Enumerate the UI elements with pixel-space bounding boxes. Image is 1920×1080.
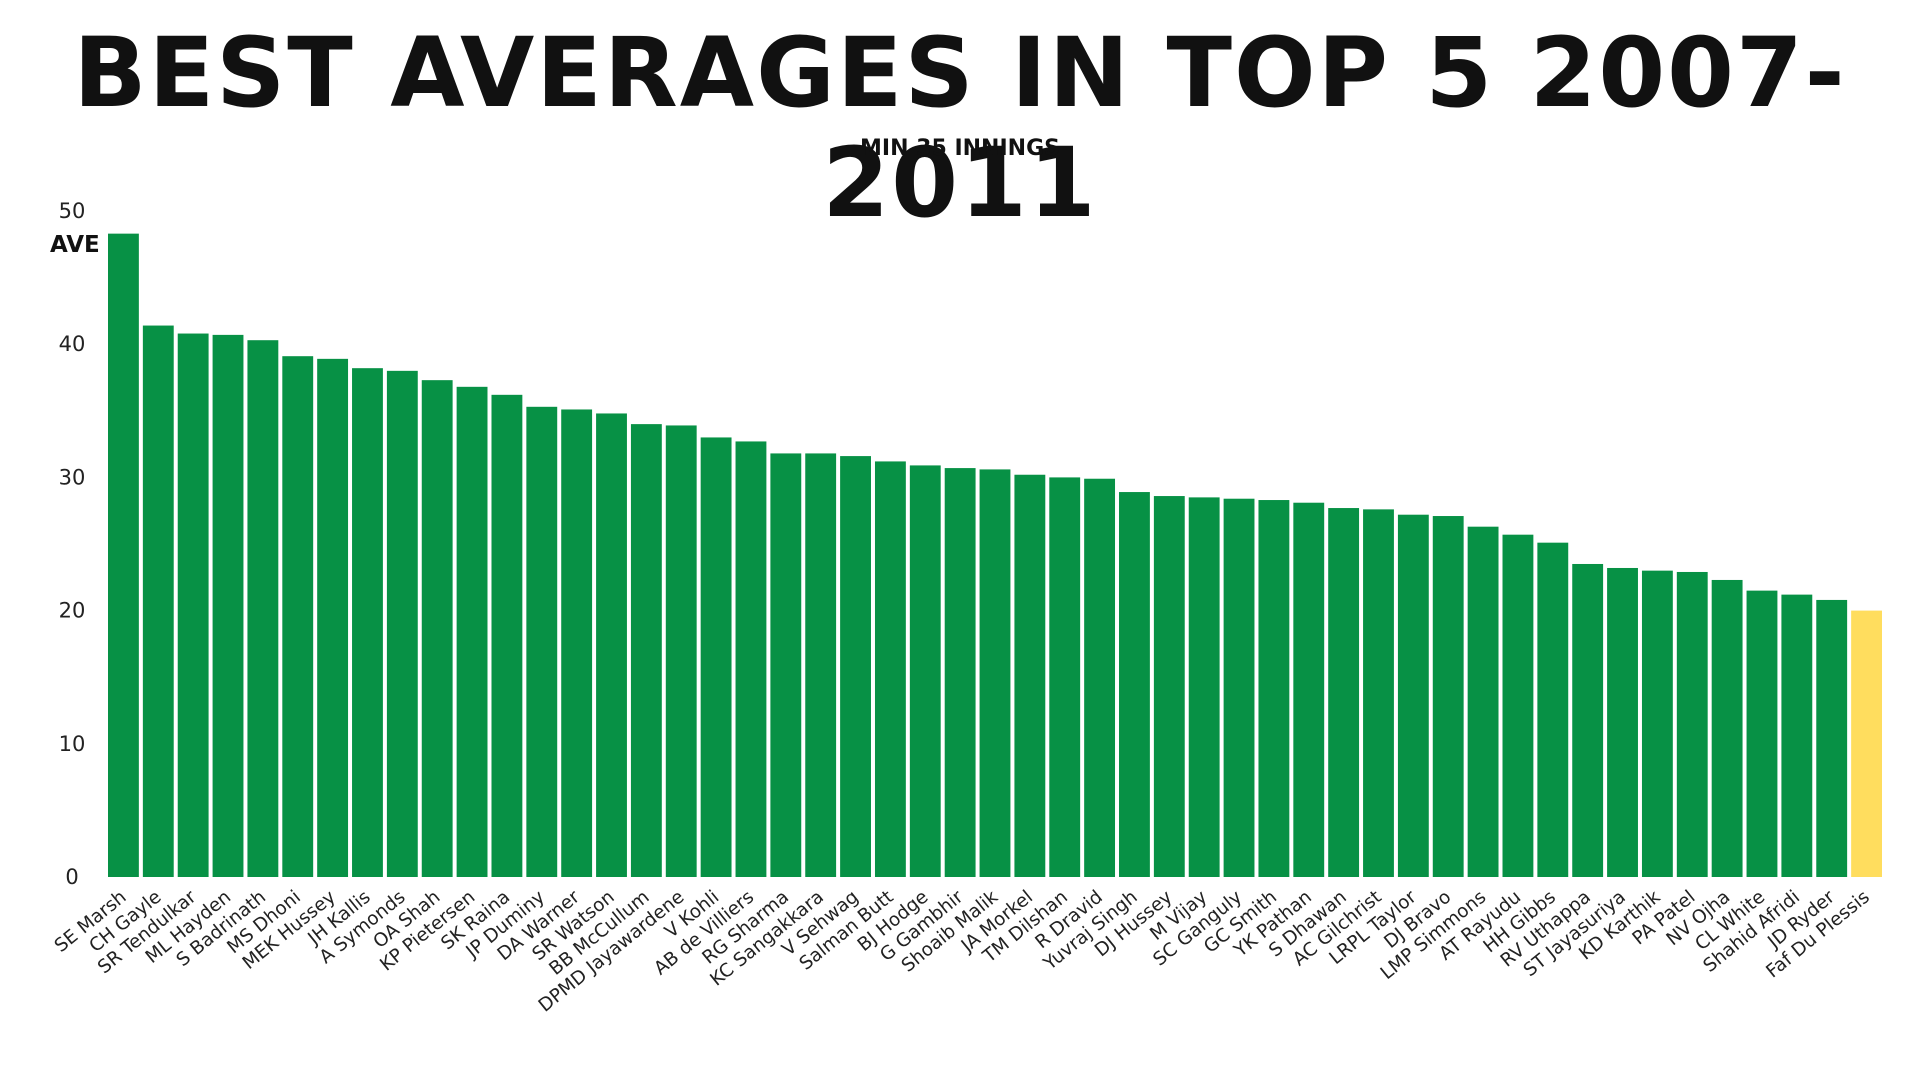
bar <box>805 453 837 877</box>
bar <box>142 325 174 877</box>
bar <box>1188 497 1220 877</box>
bar <box>1258 500 1290 877</box>
bar <box>944 468 976 877</box>
bar <box>909 465 941 877</box>
bar <box>526 406 558 877</box>
bar <box>735 441 767 877</box>
chart-title: BEST AVERAGES IN TOP 5 2007-2011 <box>73 17 1847 239</box>
bar <box>665 425 697 877</box>
y-tick-label: 40 <box>59 332 86 356</box>
bar <box>456 386 488 877</box>
bar <box>596 413 627 877</box>
bar <box>1781 594 1813 877</box>
y-axis-label: AVE <box>50 232 100 258</box>
y-axis: 0 10 20 30 40 50 <box>59 199 86 889</box>
bar <box>1572 563 1604 877</box>
bar <box>247 340 279 877</box>
bar <box>1607 567 1638 877</box>
bar <box>108 233 139 877</box>
chart-subtitle: MIN 35 INNINGS <box>860 136 1060 161</box>
bar <box>979 469 1011 877</box>
bar <box>1223 498 1255 877</box>
bar <box>874 461 906 877</box>
bar <box>1049 477 1081 877</box>
y-tick-label: 10 <box>59 732 86 756</box>
bar <box>1851 610 1882 877</box>
bar <box>1676 571 1708 877</box>
bar <box>630 424 662 877</box>
bar <box>212 334 244 877</box>
bar <box>1328 508 1360 877</box>
bar <box>1153 496 1185 877</box>
y-tick-label: 20 <box>59 599 86 623</box>
y-tick-label: 50 <box>59 199 86 223</box>
bar <box>770 453 802 877</box>
bar <box>1432 516 1464 877</box>
bar <box>421 380 453 877</box>
bar <box>1467 526 1499 877</box>
bar <box>1363 509 1394 877</box>
bar <box>1641 570 1673 877</box>
bar <box>561 409 593 877</box>
bar <box>317 358 349 878</box>
y-tick-label: 30 <box>59 465 86 489</box>
bars-group <box>108 233 1882 878</box>
bar <box>1119 492 1150 877</box>
bar <box>1014 474 1046 877</box>
bar <box>1502 534 1534 877</box>
bar <box>352 368 383 877</box>
bar <box>1397 514 1429 877</box>
y-tick-label: 0 <box>65 865 78 889</box>
bar <box>491 394 523 877</box>
bar <box>1293 502 1325 877</box>
bar <box>1816 599 1848 877</box>
bar <box>386 370 418 877</box>
bar <box>1537 542 1569 877</box>
bar <box>1746 590 1778 877</box>
bar <box>1084 478 1116 877</box>
bar <box>282 356 314 877</box>
bar <box>177 333 209 877</box>
bar <box>1711 579 1743 877</box>
bar <box>840 456 871 877</box>
bar <box>700 437 732 877</box>
